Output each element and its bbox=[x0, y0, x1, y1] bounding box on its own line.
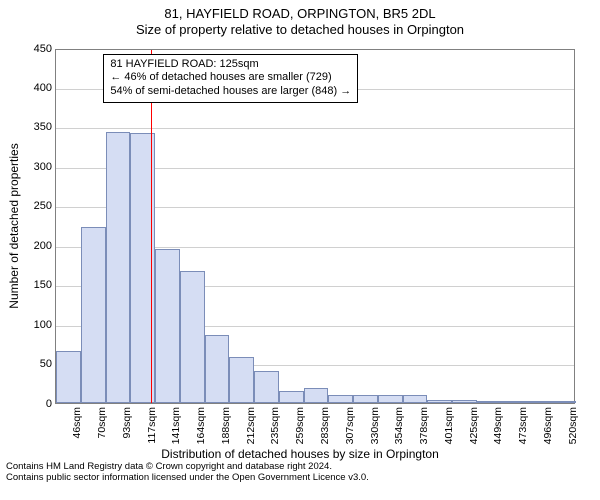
histogram-bar bbox=[106, 132, 131, 403]
histogram-bar bbox=[279, 391, 304, 403]
x-tick-label: 354sqm bbox=[393, 407, 405, 444]
gridline bbox=[56, 128, 574, 129]
histogram-bar bbox=[56, 351, 81, 402]
histogram-bar bbox=[477, 401, 502, 403]
x-tick-label: 93sqm bbox=[121, 407, 133, 439]
histogram-bar bbox=[378, 395, 403, 403]
x-tick-label: 330sqm bbox=[369, 407, 381, 444]
y-tick-label: 50 bbox=[7, 358, 52, 370]
x-tick-label: 449sqm bbox=[492, 407, 504, 444]
y-tick-label: 350 bbox=[7, 121, 52, 133]
histogram-bar bbox=[328, 395, 353, 403]
histogram-bar bbox=[403, 395, 428, 403]
x-axis-label: Distribution of detached houses by size … bbox=[0, 447, 600, 461]
histogram-bar bbox=[452, 400, 477, 402]
x-tick-label: 283sqm bbox=[319, 407, 331, 444]
histogram-bar bbox=[502, 401, 527, 403]
annotation-line: 81 HAYFIELD ROAD: 125sqm bbox=[110, 58, 351, 72]
histogram-bar bbox=[180, 271, 205, 403]
y-tick-label: 150 bbox=[7, 279, 52, 291]
title-line-2: Size of property relative to detached ho… bbox=[0, 22, 600, 38]
histogram-bar bbox=[304, 388, 329, 402]
histogram-bar bbox=[254, 371, 279, 403]
histogram-bar bbox=[427, 400, 452, 402]
x-tick-label: 378sqm bbox=[418, 407, 430, 444]
x-tick-label: 520sqm bbox=[567, 407, 579, 444]
x-tick-label: 70sqm bbox=[96, 407, 108, 439]
title-line-1: 81, HAYFIELD ROAD, ORPINGTON, BR5 2DL bbox=[0, 6, 600, 22]
plot-area: 81 HAYFIELD ROAD: 125sqm← 46% of detache… bbox=[55, 49, 575, 404]
annotation-box: 81 HAYFIELD ROAD: 125sqm← 46% of detache… bbox=[103, 54, 358, 103]
y-tick-label: 300 bbox=[7, 161, 52, 173]
x-tick-label: 496sqm bbox=[542, 407, 554, 444]
x-tick-label: 117sqm bbox=[146, 407, 158, 444]
histogram-bar bbox=[526, 401, 551, 403]
x-tick-label: 473sqm bbox=[517, 407, 529, 444]
y-tick-label: 0 bbox=[7, 398, 52, 410]
x-tick-label: 164sqm bbox=[195, 407, 207, 444]
y-tick-label: 400 bbox=[7, 82, 52, 94]
y-tick-label: 250 bbox=[7, 200, 52, 212]
annotation-line: ← 46% of detached houses are smaller (72… bbox=[110, 71, 351, 85]
footer-line-1: Contains HM Land Registry data © Crown c… bbox=[6, 461, 594, 472]
x-tick-label: 235sqm bbox=[269, 407, 281, 444]
footer-attribution: Contains HM Land Registry data © Crown c… bbox=[0, 459, 600, 484]
annotation-line: 54% of semi-detached houses are larger (… bbox=[110, 85, 351, 99]
x-tick-label: 401sqm bbox=[443, 407, 455, 444]
histogram-bar bbox=[353, 395, 378, 403]
histogram-bar bbox=[551, 401, 576, 403]
x-tick-label: 212sqm bbox=[245, 407, 257, 444]
y-tick-label: 100 bbox=[7, 319, 52, 331]
x-tick-label: 425sqm bbox=[468, 407, 480, 444]
histogram-bar bbox=[81, 227, 106, 403]
x-tick-label: 259sqm bbox=[294, 407, 306, 444]
chart-title-block: 81, HAYFIELD ROAD, ORPINGTON, BR5 2DL Si… bbox=[0, 0, 600, 39]
footer-line-2: Contains public sector information licen… bbox=[6, 472, 594, 483]
y-tick-label: 450 bbox=[7, 43, 52, 55]
x-tick-label: 188sqm bbox=[220, 407, 232, 444]
x-tick-label: 46sqm bbox=[71, 407, 83, 439]
chart-area: Number of detached properties 0501001502… bbox=[0, 39, 600, 459]
x-tick-label: 141sqm bbox=[170, 407, 182, 444]
histogram-bar bbox=[205, 335, 230, 402]
y-tick-label: 200 bbox=[7, 240, 52, 252]
histogram-bar bbox=[229, 357, 254, 403]
x-tick-label: 307sqm bbox=[344, 407, 356, 444]
histogram-bar bbox=[155, 249, 180, 403]
